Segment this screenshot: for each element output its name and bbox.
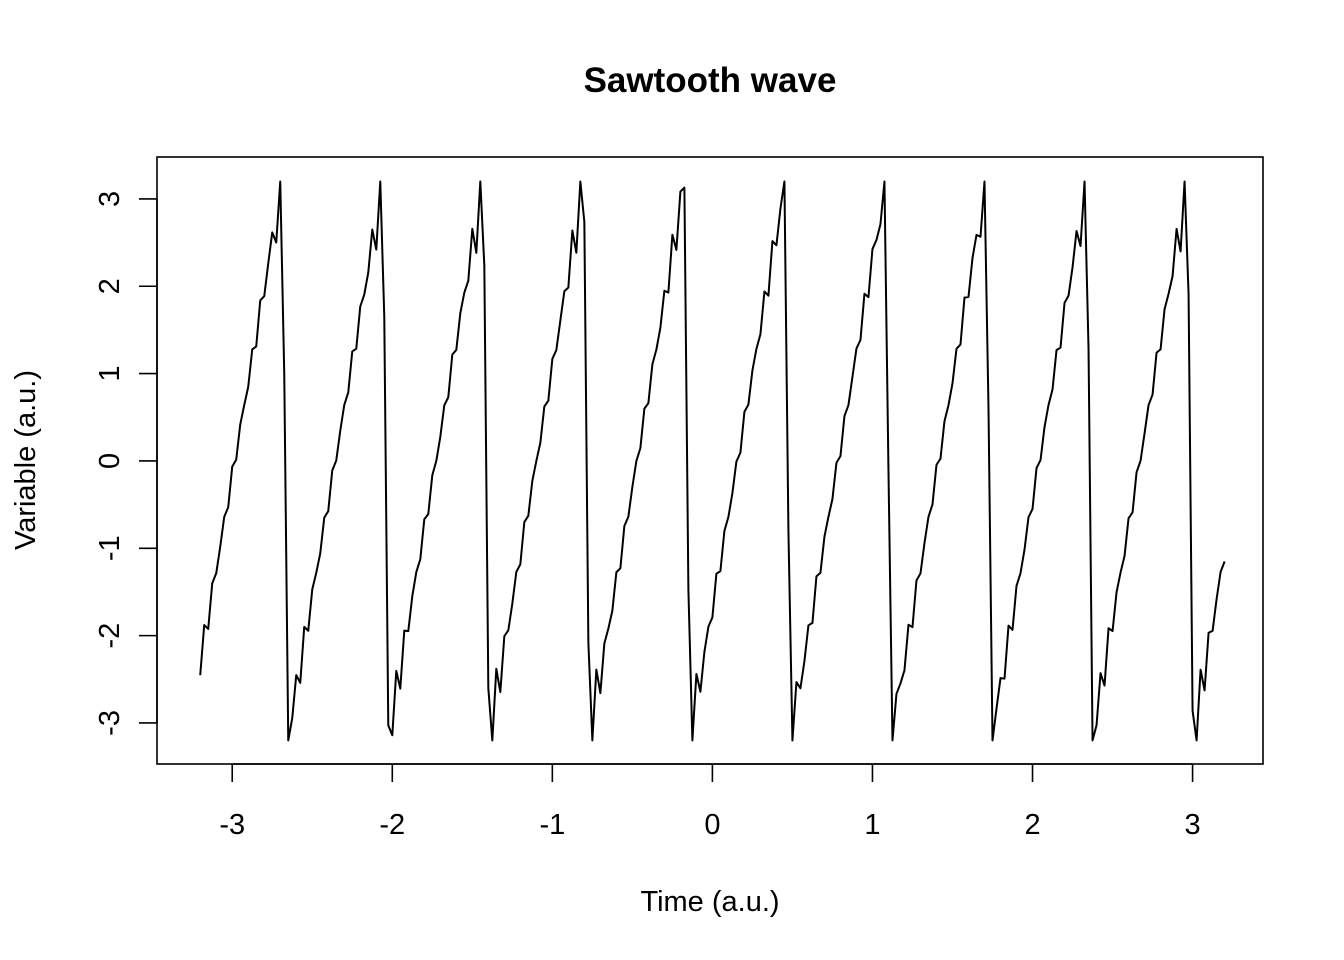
y-tick-label: 2 [94,278,126,294]
y-tick-label: 1 [94,366,126,382]
y-tick-label: -3 [94,710,126,736]
x-tick-label: -1 [539,809,565,841]
y-tick-label: 3 [94,191,126,207]
plot-frame [156,156,1264,765]
x-tick-label: 1 [864,809,880,841]
y-axis-label: Variable (a.u.) [10,370,42,550]
x-tick-label: -2 [379,809,405,841]
x-axis-label: Time (a.u.) [640,886,779,918]
y-tick-label: -1 [94,535,126,561]
x-axis: -3 -2 -1 0 1 2 3 [219,763,1201,841]
y-tick-label: 0 [94,453,126,469]
y-axis: -3 -2 -1 0 1 2 3 [94,191,158,736]
chart-title: Sawtooth wave [584,61,837,100]
x-tick-label: 2 [1024,809,1040,841]
sawtooth-series-line [199,180,1226,742]
x-tick-label: 3 [1185,809,1201,841]
x-tick-label: 0 [704,809,720,841]
x-tick-label: -3 [219,809,245,841]
y-tick-label: -2 [94,623,126,649]
